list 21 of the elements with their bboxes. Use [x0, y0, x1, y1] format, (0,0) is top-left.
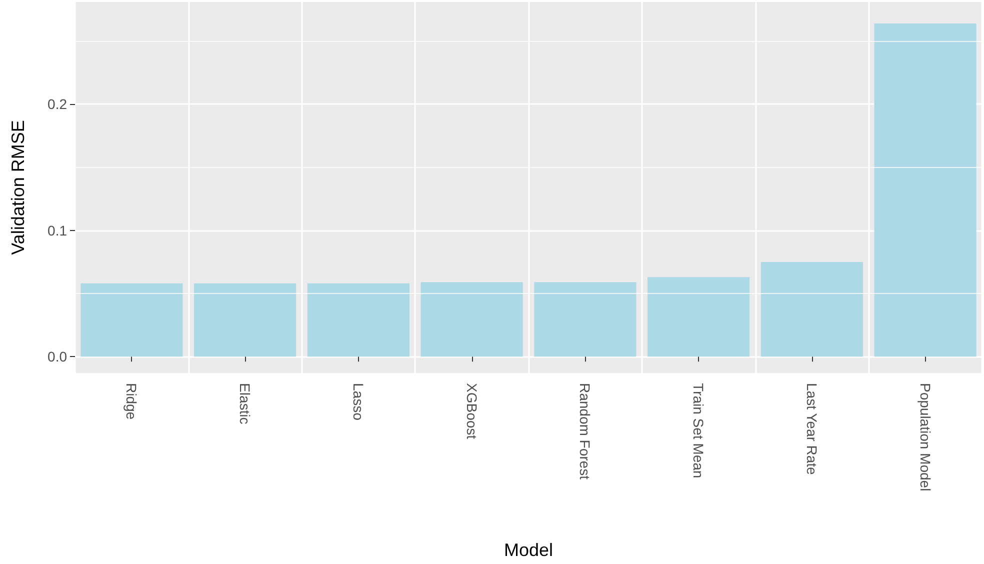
x-tick-label: Elastic [237, 383, 254, 424]
x-tick-label: Lasso [350, 383, 366, 421]
bar [194, 283, 296, 357]
bar [760, 262, 863, 357]
bar [648, 277, 750, 357]
y-tick-label: 0.2 [48, 96, 68, 112]
x-axis-title: Model [504, 540, 554, 560]
y-axis-title: Validation RMSE [8, 120, 28, 255]
x-tick-label: Train Set Mean [690, 383, 707, 478]
x-tick-label: XGBoost [464, 383, 480, 440]
bar [534, 282, 636, 357]
bar [420, 282, 523, 357]
bar [874, 23, 976, 357]
x-tick-label: Last Year Rate [804, 383, 820, 476]
x-tick-label: Ridge [124, 383, 140, 420]
bar [80, 283, 183, 357]
x-tick-label: Random Forest [577, 383, 594, 480]
bar [307, 283, 410, 357]
y-tick-label: 0.1 [48, 222, 68, 238]
x-tick-label: Population Model [917, 383, 934, 492]
y-tick-label: 0.0 [48, 348, 68, 365]
